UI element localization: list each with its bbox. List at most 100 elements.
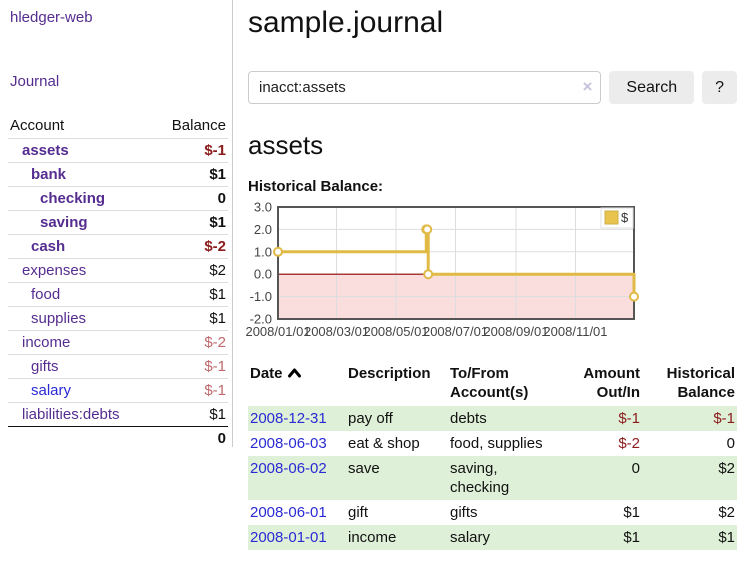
sort-ascending-icon — [287, 365, 302, 384]
register-table: Date Description To/From Account(s) Amou… — [248, 362, 737, 550]
transaction-balance: $2 — [718, 504, 735, 521]
account-balance: $1 — [153, 282, 228, 307]
transaction-amount: $-1 — [566, 406, 642, 431]
transaction-balance: 0 — [726, 435, 735, 452]
svg-text:0.0: 0.0 — [254, 267, 272, 282]
register-row: 2008-06-01 gift gifts $1 $2 — [248, 500, 737, 525]
transaction-description: income — [346, 525, 448, 550]
svg-text:$: $ — [621, 210, 629, 225]
brand-link[interactable]: hledger-web — [10, 9, 93, 26]
help-button[interactable]: ? — [702, 71, 737, 104]
transaction-date-link[interactable]: 2008-06-01 — [250, 504, 327, 521]
accounts-header-row: Account Balance — [8, 115, 228, 139]
register-header-row: Date Description To/From Account(s) Amou… — [248, 362, 737, 406]
register-row: 2008-01-01 income salary $1 $1 — [248, 525, 737, 550]
svg-text:2008/07/01: 2008/07/01 — [423, 324, 488, 339]
transaction-balance: $-1 — [642, 406, 737, 431]
transaction-date-link[interactable]: 2008-01-01 — [250, 529, 327, 546]
transaction-description: gift — [348, 504, 369, 521]
account-link-checking[interactable]: checking — [40, 190, 106, 207]
transaction-accounts: debts — [448, 406, 566, 431]
account-row: food $1 — [8, 282, 228, 307]
svg-text:2008/09/01: 2008/09/01 — [483, 324, 548, 339]
register-row: 2008-12-31 pay off debts $-1 $-1 — [248, 406, 737, 431]
account-row: cash $-2 — [8, 234, 228, 259]
svg-text:2.0: 2.0 — [254, 222, 272, 237]
account-row: expenses $2 — [8, 258, 228, 283]
svg-text:2008/11/01: 2008/11/01 — [543, 324, 607, 339]
account-row: income $-2 — [8, 330, 228, 355]
svg-text:2008/05/01: 2008/05/01 — [363, 324, 428, 339]
transaction-balance: $1 — [642, 525, 737, 550]
account-balance: $2 — [153, 258, 228, 283]
transaction-amount: $1 — [623, 504, 640, 521]
account-balance: $1 — [153, 162, 228, 187]
register-header-date[interactable]: Date — [248, 362, 346, 406]
transaction-balance: $2 — [642, 456, 737, 500]
transaction-amount: 0 — [566, 456, 642, 500]
svg-text:2008/01/01: 2008/01/01 — [245, 324, 310, 339]
transaction-accounts: food, supplies — [450, 435, 543, 452]
account-balance: $-2 — [153, 234, 228, 259]
account-link-saving[interactable]: saving — [40, 214, 88, 231]
svg-text:-1.0: -1.0 — [250, 289, 272, 304]
account-balance: 0 — [153, 186, 228, 211]
transaction-accounts: salary — [448, 525, 566, 550]
account-link-expenses[interactable]: expenses — [22, 262, 87, 279]
account-row: checking 0 — [8, 186, 228, 211]
transaction-amount: $-2 — [618, 435, 640, 452]
svg-text:3.0: 3.0 — [254, 200, 272, 215]
transaction-date-link[interactable]: 2008-06-03 — [250, 435, 327, 452]
transaction-date-link[interactable]: 2008-06-02 — [250, 460, 327, 477]
accounts-header-balance: Balance — [171, 117, 226, 134]
svg-text:1.0: 1.0 — [254, 244, 272, 259]
clear-search-icon[interactable]: × — [582, 77, 593, 96]
register-header-amount: Amount Out/In — [583, 365, 640, 401]
account-row: supplies $1 — [8, 306, 228, 331]
transaction-description: eat & shop — [348, 435, 420, 452]
register-header-balance: Historical Balance — [666, 365, 735, 401]
search-input[interactable] — [248, 71, 602, 104]
historical-balance-chart: $3.0 2.0 1.0 0.0 -1.0 -2.0 2008/01/01 2008/03/0… — [245, 200, 737, 344]
search-form: × Search ? — [248, 71, 737, 104]
account-link-assets[interactable]: assets — [22, 142, 69, 159]
transaction-date-link[interactable]: 2008-12-31 — [250, 410, 327, 427]
register-header-tofrom: To/From Account(s) — [450, 365, 529, 401]
account-link-liabilities-debts[interactable]: liabilities:debts — [22, 406, 120, 423]
account-balance: $1 — [153, 402, 228, 427]
account-row: bank $1 — [8, 162, 228, 187]
journal-nav-link[interactable]: Journal — [10, 73, 60, 90]
account-balance: $-1 — [153, 138, 228, 163]
sidebar: hledger-web Journal Account Balance asse… — [0, 0, 233, 451]
accounts-total-value: 0 — [153, 426, 228, 451]
account-balance: $1 — [153, 210, 228, 235]
account-link-bank[interactable]: bank — [31, 166, 67, 183]
account-row: saving $1 — [8, 210, 228, 235]
account-heading: assets — [248, 130, 324, 160]
account-row: gifts $-1 — [8, 354, 228, 379]
account-link-supplies[interactable]: supplies — [31, 310, 87, 327]
transaction-description: save — [346, 456, 448, 500]
account-link-income[interactable]: income — [22, 334, 71, 351]
accounts-table: Account Balance assets $-1 bank $1 check… — [8, 115, 228, 451]
account-balance: $-2 — [153, 330, 228, 355]
register-header-description: Description — [348, 365, 431, 382]
page-title: sample.journal — [248, 6, 444, 39]
balance-chart-svg: $3.0 2.0 1.0 0.0 -1.0 -2.02008/01/012008/03/0… — [245, 200, 639, 339]
svg-text:-2.0: -2.0 — [250, 312, 272, 327]
account-balance: $-1 — [153, 354, 228, 379]
search-button[interactable]: Search — [609, 71, 695, 104]
register-row: 2008-06-03 eat & shop food, supplies $-2… — [248, 431, 737, 456]
account-balance: $1 — [153, 306, 228, 331]
account-link-gifts[interactable]: gifts — [31, 358, 59, 375]
transaction-description: pay off — [346, 406, 448, 431]
accounts-header-account: Account — [10, 117, 65, 134]
account-link-food[interactable]: food — [31, 286, 61, 303]
accounts-total-row: 0 — [8, 426, 228, 451]
account-row: liabilities:debts $1 — [8, 402, 228, 427]
account-row: assets $-1 — [8, 138, 228, 163]
svg-text:2008/03/01: 2008/03/01 — [304, 324, 369, 339]
account-link-salary[interactable]: salary — [31, 382, 72, 399]
account-link-cash[interactable]: cash — [31, 238, 66, 255]
